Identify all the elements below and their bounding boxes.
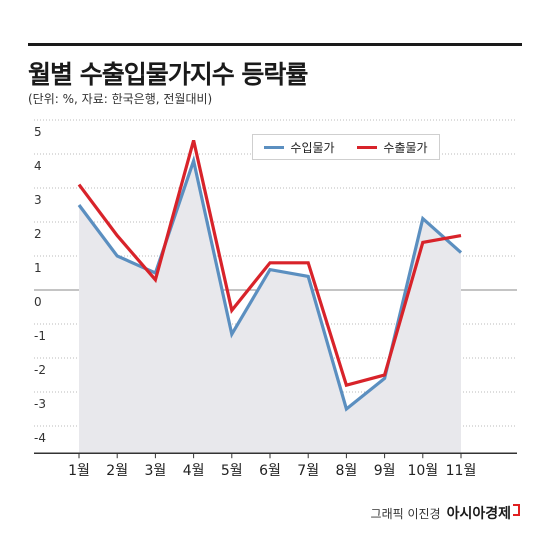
- x-tick-label: 2월: [106, 463, 128, 479]
- y-tick-label: -3: [34, 397, 46, 411]
- credit-text: 그래픽 이진경: [370, 506, 441, 521]
- y-tick-label: 5: [34, 125, 42, 139]
- legend-item-import: 수입물가: [264, 139, 335, 156]
- legend-item-export: 수출물가: [357, 139, 428, 156]
- legend-swatch-import: [264, 145, 285, 149]
- brand-mark-icon: [513, 504, 520, 516]
- brand-logo: 아시아경제: [446, 506, 511, 522]
- x-tick-label: 11월: [446, 463, 477, 479]
- x-tick-label: 7월: [297, 463, 319, 479]
- title-rule: [28, 43, 522, 46]
- graphic-credit: 그래픽 이진경 아시아경제: [371, 503, 520, 523]
- x-tick-label: 8월: [336, 463, 358, 479]
- x-tick-label: 9월: [374, 463, 396, 479]
- y-tick-label: -4: [34, 431, 46, 445]
- x-tick-label: 3월: [145, 463, 167, 479]
- chart-title: 월별 수출입물가지수 등락률: [28, 60, 308, 89]
- import-area-fill: [79, 160, 461, 454]
- legend-label-import: 수입물가: [290, 140, 335, 155]
- x-tick-label: 6월: [259, 463, 281, 479]
- y-tick-label: -2: [34, 363, 46, 377]
- y-tick-label: 3: [34, 193, 42, 207]
- x-tick-label: 5월: [221, 463, 243, 479]
- y-tick-label: 0: [34, 295, 42, 309]
- y-tick-label: 1: [34, 261, 42, 275]
- y-tick-label: 2: [34, 227, 42, 241]
- y-tick-label: -1: [34, 329, 46, 343]
- x-tick-label: 10월: [407, 463, 438, 479]
- chart-legend: 수입물가 수출물가: [252, 134, 440, 160]
- x-tick-label: 4월: [183, 463, 205, 479]
- x-tick-label: 1월: [68, 463, 90, 479]
- chart-subtitle: (단위: %, 자료: 한국은행, 전월대비): [28, 92, 213, 106]
- series-line-1: [77, 139, 462, 388]
- y-tick-label: 4: [34, 159, 42, 173]
- legend-label-export: 수출물가: [383, 140, 428, 155]
- legend-swatch-export: [357, 145, 378, 149]
